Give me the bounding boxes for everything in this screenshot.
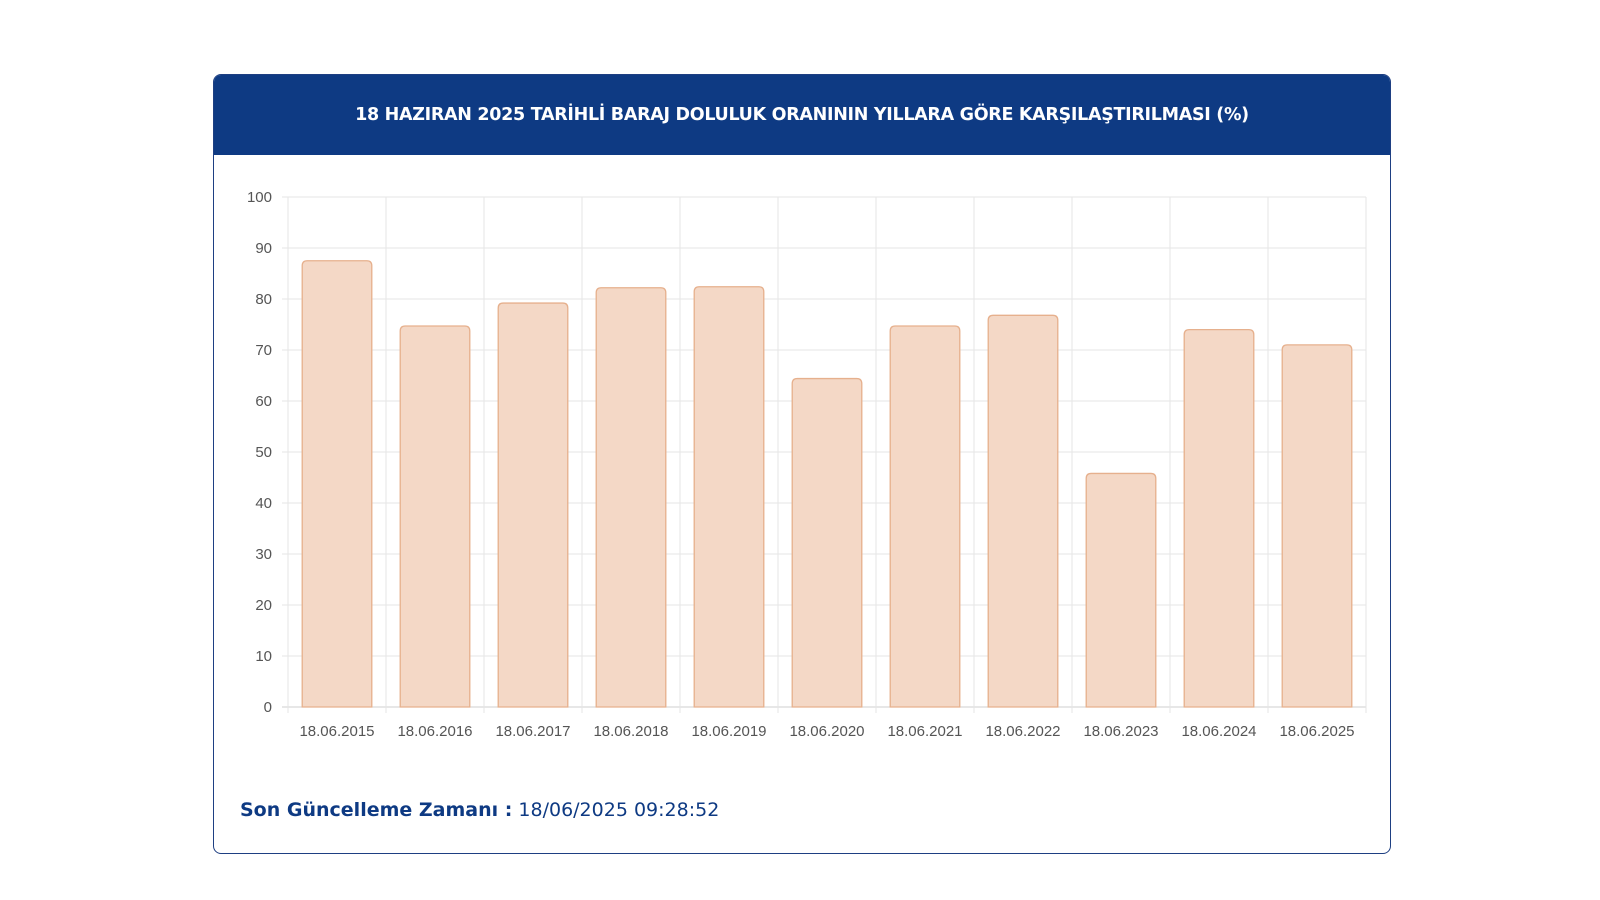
- bar: [791, 377, 863, 708]
- bar: [301, 260, 373, 708]
- x-tick-label: 18.06.2016: [397, 723, 472, 740]
- y-tick-label: 10: [255, 648, 272, 665]
- last-update: Son Güncelleme Zamanı : 18/06/2025 09:28…: [240, 799, 719, 821]
- x-tick-label: 18.06.2023: [1083, 723, 1158, 740]
- bar: [1183, 328, 1255, 708]
- x-tick-label: 18.06.2025: [1279, 723, 1354, 740]
- bar: [595, 287, 667, 708]
- y-tick-label: 50: [255, 444, 272, 461]
- y-tick-label: 0: [264, 699, 272, 716]
- y-tick-label: 100: [247, 189, 272, 206]
- bar: [497, 302, 569, 708]
- y-tick-label: 90: [255, 240, 272, 257]
- y-tick-label: 70: [255, 342, 272, 359]
- y-tick-label: 60: [255, 393, 272, 410]
- x-tick-label: 18.06.2017: [495, 723, 570, 740]
- x-tick-label: 18.06.2018: [593, 723, 668, 740]
- chart-title: 18 HAZIRAN 2025 TARİHLİ BARAJ DOLULUK OR…: [214, 75, 1390, 155]
- last-update-value: 18/06/2025 09:28:52: [512, 799, 720, 821]
- x-tick-label: 18.06.2024: [1181, 723, 1256, 740]
- chart-area: 0 10 20 30 40 50 60 70 80 90 100 18.06.2015 18.06.20…: [214, 155, 1389, 755]
- x-tick-label: 18.06.2021: [887, 723, 962, 740]
- bar: [1085, 472, 1157, 708]
- bar: [1281, 344, 1353, 708]
- y-tick-label: 80: [255, 291, 272, 308]
- last-update-label: Son Güncelleme Zamanı :: [240, 799, 513, 821]
- x-tick-label: 18.06.2022: [985, 723, 1060, 740]
- y-tick-label: 30: [255, 546, 272, 563]
- bar: [399, 325, 471, 708]
- x-tick-label: 18.06.2019: [691, 723, 766, 740]
- bar: [693, 286, 765, 708]
- bar-chart: 0 10 20 30 40 50 60 70 80 90 100 18.06.2015 18.06.20…: [247, 189, 1367, 740]
- x-tick-label: 18.06.2015: [299, 723, 374, 740]
- bar: [987, 314, 1059, 708]
- y-tick-label: 40: [255, 495, 272, 512]
- y-tick-label: 20: [255, 597, 272, 614]
- x-tick-label: 18.06.2020: [789, 723, 864, 740]
- chart-card: 18 HAZIRAN 2025 TARİHLİ BARAJ DOLULUK OR…: [213, 74, 1391, 854]
- bar: [889, 325, 961, 708]
